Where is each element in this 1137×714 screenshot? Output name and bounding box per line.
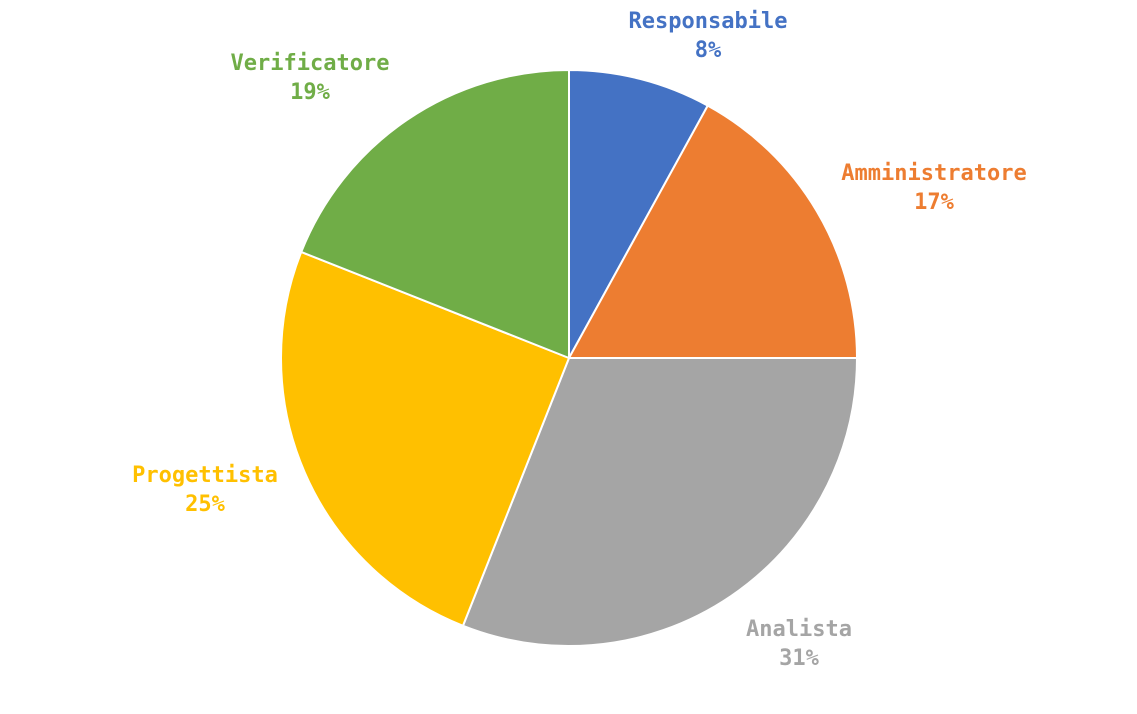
pie-labels: Responsabile 8% Amministratore 17% Analista 3…: [132, 9, 1027, 671]
slice-label-name: Amministratore: [841, 161, 1026, 186]
slice-label-percent: 31%: [779, 646, 819, 671]
slice-label-name: Progettista: [132, 463, 278, 488]
pie-slice-analista: [461, 357, 858, 647]
pie-slice-verificatore: [300, 69, 570, 359]
pie-slice-amministratore: [568, 104, 858, 359]
pie-slice-responsabile: [568, 69, 709, 359]
slice-label-name: Analista: [746, 617, 852, 642]
slice-label-percent: 17%: [914, 190, 954, 215]
slice-label-name: Responsabile: [629, 9, 788, 34]
slice-label-percent: 19%: [290, 80, 330, 105]
slice-label-percent: 25%: [185, 492, 225, 517]
pie-slice-progettista: [280, 250, 570, 627]
pie-slices: [280, 69, 858, 647]
slice-label-name: Verificatore: [231, 51, 390, 76]
slice-label-percent: 8%: [695, 38, 722, 63]
